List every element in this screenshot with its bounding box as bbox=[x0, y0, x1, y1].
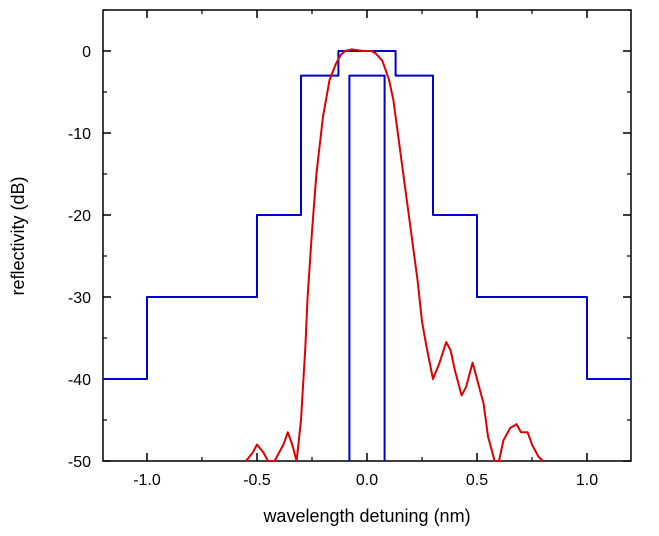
series-layer bbox=[103, 48, 631, 462]
y-axis-title: reflectivity (dB) bbox=[8, 176, 28, 295]
series-line-2 bbox=[348, 74, 386, 461]
y-tick-label: -20 bbox=[68, 208, 91, 225]
plot-frame bbox=[102, 9, 632, 462]
x-tick-label: -0.5 bbox=[243, 472, 271, 489]
x-axis-title: wavelength detuning (nm) bbox=[262, 506, 470, 526]
y-tick-label: 0 bbox=[82, 44, 91, 61]
x-tick-label: 0.0 bbox=[356, 472, 378, 489]
axis-ticks bbox=[103, 9, 631, 462]
axis-tick-labels: -1.0 -0.5 0.0 0.5 1.0 0 -10 -20 -30 -40 -50 bbox=[68, 44, 598, 489]
x-tick-label: 0.5 bbox=[466, 472, 488, 489]
y-tick-label: -10 bbox=[68, 126, 91, 143]
series-line-3 bbox=[245, 48, 544, 462]
y-tick-label: -30 bbox=[68, 290, 91, 307]
series-line-1 bbox=[103, 50, 631, 380]
x-tick-label: -1.0 bbox=[133, 472, 161, 489]
x-tick-label: 1.0 bbox=[576, 472, 598, 489]
y-tick-label: -40 bbox=[68, 372, 91, 389]
y-tick-label: -50 bbox=[68, 454, 91, 471]
